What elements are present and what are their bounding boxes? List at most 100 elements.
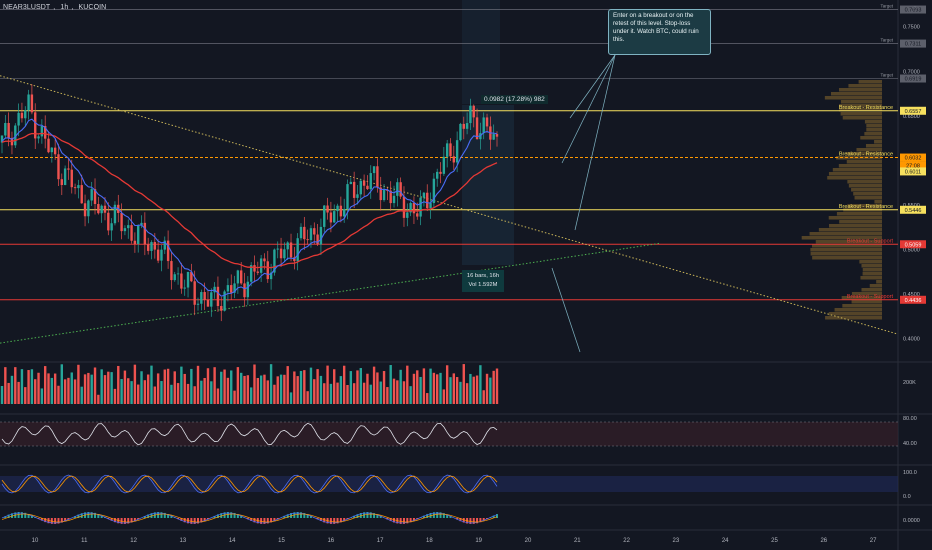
volume-bar [429,368,432,404]
macd-bar [462,518,465,523]
volume-bar [246,375,250,404]
candle-body [80,185,83,204]
volume-profile-bar [846,152,882,156]
macd-bar [376,514,379,518]
time-tick: 27 [870,538,877,544]
macd-bar [329,518,332,524]
volume-bar [67,377,70,404]
time-tick: 11 [81,538,88,544]
candle-body [366,185,369,190]
volume-profile-bar [848,184,882,188]
candle-body [160,249,163,261]
volume-bar [333,369,336,404]
volume-bar [63,379,67,404]
candle-body [143,222,147,245]
volume-bar [412,373,416,404]
macd-bar [94,512,97,518]
volume-bar [379,381,382,404]
candle-body [27,94,30,111]
price-tick: 0.4500 [903,292,920,298]
volume-profile-bar [862,272,882,276]
macd-bar [306,514,309,518]
time-tick: 10 [32,538,39,544]
macd-bar [24,512,27,518]
volume-bar [203,377,206,404]
volume-bar [406,365,409,404]
macd-bar [163,512,166,518]
volume-profile-bar [828,312,882,316]
volume-bar [137,384,140,404]
volume-bar [206,368,210,404]
candle-body [263,258,266,262]
volume-bar [409,386,412,404]
volume-bar [80,386,83,404]
volume-bar [233,390,236,404]
volume-profile-bar [828,172,882,176]
volume-bar [196,365,200,404]
macd-tick: 0.0000 [903,518,920,524]
ascending-trendline [0,242,661,344]
macd-bar [386,518,389,520]
macd-bar [213,515,216,518]
volume-bar [143,380,147,404]
candle-body [7,123,10,138]
scale-toggle-icon[interactable]: ◌ [912,3,918,13]
volume-bar [190,368,193,404]
volume-profile-bar [861,288,882,292]
macd-bar [20,512,23,518]
volume-bar [329,383,333,404]
volume-bar [110,372,113,404]
price-tag-text: 0.6011 [905,169,921,175]
volume-profile-bar [861,264,882,268]
candle-body [123,228,127,232]
volume-profile-bar [851,188,882,192]
candle-body [336,205,339,212]
candle-body [206,299,210,307]
candle-body [153,242,157,250]
moving-average-line [1,132,498,269]
macd-bar [496,514,498,518]
stoch-k-line [1,474,498,494]
price-tag-text: 0.7311 [905,42,921,48]
volume-bar [432,372,436,404]
macd-bar [346,518,349,520]
candle-body [77,185,80,189]
candle-body [352,181,356,198]
candle-body [43,125,47,139]
volume-profile-bar [834,308,882,312]
level-label: Breakout - Resistance [839,105,893,111]
volume-profile-bar [874,140,882,144]
volume-bar [156,373,160,404]
time-tick: 15 [278,538,285,544]
volume-bar [103,375,107,404]
price-tick: 0.5000 [903,248,920,254]
candle-body [362,180,366,186]
note-pointer [574,54,616,231]
volume-bar [166,368,170,404]
candle-body [127,225,130,229]
candle-body [432,178,436,204]
candle-body [110,223,113,231]
volume-profile-bar [828,224,882,228]
macd-bar [216,514,219,518]
macd-bar [123,518,126,524]
interval-label[interactable]: 1h [60,4,69,11]
volume-bar [419,376,422,404]
annotation-note[interactable]: Enter on a breakout or on the retest of … [608,9,711,55]
macd-bar [482,518,485,521]
volume-bar [133,364,137,404]
volume-bar [416,370,419,404]
volume-bar [253,364,256,404]
volume-bar [389,365,392,404]
candle-body [279,248,283,259]
volume-bar [216,388,220,404]
candle-body [462,123,465,129]
candle-body [103,205,107,213]
candle-body [53,147,57,155]
macd-bar [183,518,186,523]
volume-bar [465,383,469,404]
level-label: Breakout - Support [847,238,894,244]
volume-bar [479,365,482,404]
candle-body [249,265,253,282]
